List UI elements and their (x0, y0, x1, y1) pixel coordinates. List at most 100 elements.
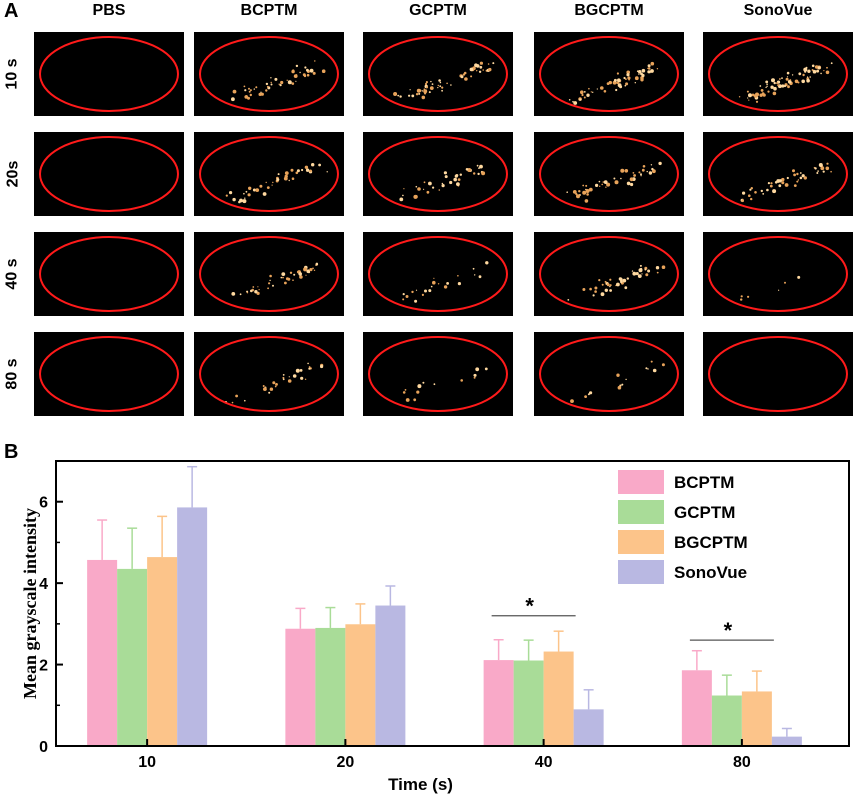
contrast-speckle (270, 83, 273, 86)
contrast-speckle (765, 80, 769, 84)
contrast-speckle (618, 277, 623, 281)
contrast-speckle (596, 88, 598, 90)
contrast-speckle (614, 180, 619, 185)
contrast-speckle (268, 391, 271, 394)
contrast-speckle (250, 289, 253, 293)
contrast-speckle (309, 169, 312, 173)
ultrasound-image (34, 132, 184, 216)
contrast-speckle (231, 401, 234, 404)
contrast-speckle (584, 199, 589, 203)
contrast-speckle (807, 69, 811, 73)
contrast-speckle (312, 71, 316, 75)
contrast-speckle (635, 272, 639, 276)
contrast-speckle (652, 169, 656, 174)
contrast-speckle (816, 172, 819, 174)
contrast-speckle (258, 289, 260, 291)
contrast-speckle (271, 184, 273, 186)
contrast-speckle (766, 85, 768, 87)
contrast-speckle (266, 85, 269, 88)
contrast-speckle (568, 99, 571, 101)
contrast-speckle (637, 274, 642, 278)
legend-swatch (618, 470, 664, 494)
contrast-speckle (438, 189, 441, 191)
contrast-speckle (492, 62, 495, 65)
contrast-speckle (812, 69, 817, 74)
contrast-speckle (288, 376, 290, 378)
contrast-speckle (304, 165, 309, 169)
contrast-speckle (287, 379, 292, 383)
contrast-speckle (779, 78, 781, 80)
contrast-speckle (257, 286, 259, 288)
contrast-speckle (476, 164, 479, 167)
contrast-speckle (284, 281, 287, 285)
roi-ellipse (539, 236, 679, 312)
contrast-speckle (444, 175, 448, 179)
contrast-speckle (590, 91, 592, 93)
contrast-speckle (481, 171, 486, 176)
ultrasound-image (534, 332, 684, 416)
contrast-speckle (291, 82, 295, 85)
contrast-speckle (645, 367, 648, 370)
contrast-speckle (299, 369, 303, 372)
contrast-speckle (624, 84, 627, 87)
contrast-speckle (428, 91, 431, 94)
contrast-speckle (823, 70, 825, 72)
contrast-speckle (809, 76, 811, 78)
contrast-speckle (277, 173, 280, 176)
contrast-speckle (609, 284, 612, 287)
contrast-speckle (627, 76, 631, 80)
contrast-speckle (299, 71, 301, 74)
contrast-speckle (460, 379, 463, 382)
contrast-speckle (464, 77, 468, 81)
contrast-speckle (773, 86, 777, 91)
contrast-speckle (402, 293, 405, 296)
contrast-speckle (441, 89, 443, 92)
contrast-speckle (276, 178, 280, 182)
contrast-speckle (606, 82, 610, 85)
contrast-speckle (650, 69, 654, 73)
row-label-40s: 40 s (4, 258, 22, 290)
contrast-speckle (776, 82, 779, 85)
contrast-speckle (429, 86, 434, 90)
contrast-speckle (441, 86, 444, 89)
contrast-speckle (424, 92, 427, 95)
contrast-speckle (437, 87, 439, 89)
contrast-speckle (295, 80, 297, 82)
contrast-speckle (298, 272, 302, 276)
contrast-speckle (750, 197, 753, 201)
contrast-speckle (658, 161, 662, 166)
y-tick-label: 0 (39, 739, 48, 756)
contrast-speckle (305, 168, 310, 172)
significance-marker: * (724, 618, 733, 643)
contrast-speckle (299, 275, 303, 279)
contrast-speckle (777, 84, 780, 87)
contrast-speckle (243, 192, 245, 195)
contrast-speckle (239, 293, 242, 296)
contrast-speckle (606, 182, 611, 187)
contrast-speckle (402, 194, 404, 197)
contrast-speckle (411, 94, 415, 98)
contrast-speckle (441, 182, 444, 185)
ultrasound-image (534, 132, 684, 216)
contrast-speckle (416, 390, 420, 394)
contrast-speckle (303, 267, 308, 272)
roi-ellipse (539, 36, 679, 112)
contrast-speckle (229, 191, 233, 195)
contrast-speckle (616, 72, 619, 75)
column-label-bcptm: BCPTM (240, 2, 298, 19)
contrast-speckle (409, 89, 411, 91)
contrast-speckle (269, 279, 271, 282)
ultrasound-image (34, 32, 184, 116)
contrast-speckle (580, 90, 584, 94)
contrast-speckle (430, 285, 433, 288)
bar (681, 670, 712, 746)
contrast-speckle (628, 78, 630, 81)
y-axis-label: Mean grayscale intensity (20, 508, 40, 699)
contrast-speckle (615, 88, 618, 92)
contrast-speckle (650, 360, 653, 363)
contrast-speckle (589, 287, 592, 291)
ultrasound-image (534, 232, 684, 316)
contrast-speckle (446, 282, 449, 285)
contrast-speckle (289, 271, 293, 274)
contrast-speckle (781, 181, 785, 185)
